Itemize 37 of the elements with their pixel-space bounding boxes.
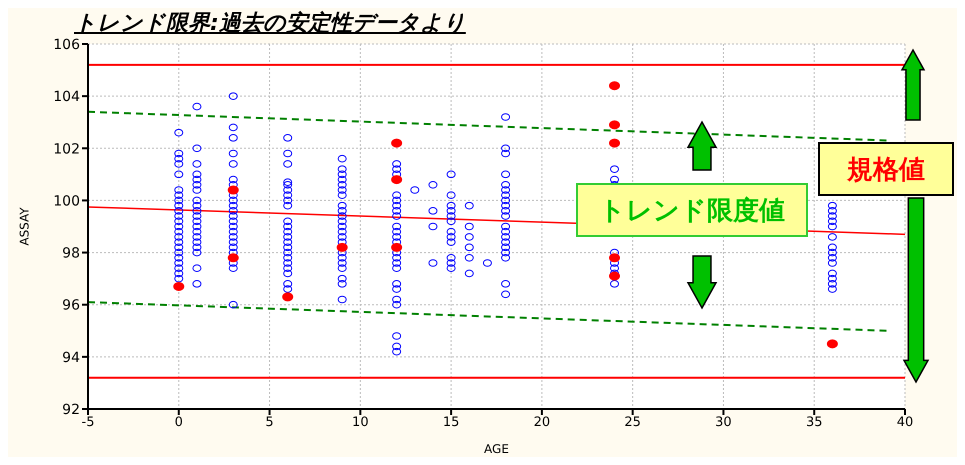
y-tick-label: 106 [53,36,80,53]
y-tick-label: 100 [53,193,80,210]
point [609,81,620,90]
point [173,282,184,291]
point [391,175,402,184]
x-tick-label: 10 [352,415,369,430]
point [609,253,620,262]
y-tick-label: 98 [62,246,80,262]
y-tick-label: 92 [62,402,80,418]
point [609,272,620,281]
point [282,292,294,302]
x-axis-title: AGE [484,442,509,456]
x-tick-label: 0 [174,415,183,430]
annotation: トレンド限度値 [576,183,808,237]
x-tick-label: 35 [806,415,822,430]
x-tick-label: 25 [624,415,641,430]
point [228,186,239,194]
x-tick-label: 30 [715,415,732,430]
point [609,120,620,130]
point [609,138,620,148]
x-tick-label: 5 [265,415,274,430]
point [391,242,402,252]
chart-title: トレンド限界:過去の安定性データより [74,10,466,38]
point [336,242,348,252]
point [391,138,402,148]
y-axis-title: ASSAY [17,206,32,246]
y-tick-label: 96 [62,298,80,314]
x-tick-label: 15 [442,415,460,430]
y-tick-label: 104 [53,89,80,106]
x-tick-label: 20 [534,415,550,430]
y-tick-label: 102 [53,141,80,158]
point [228,253,239,262]
point [826,339,838,348]
y-tick-label: 94 [62,350,80,366]
annotation: 規格値 [818,142,954,196]
x-tick-label: -5 [82,415,94,430]
x-tick-label: 40 [896,415,914,430]
